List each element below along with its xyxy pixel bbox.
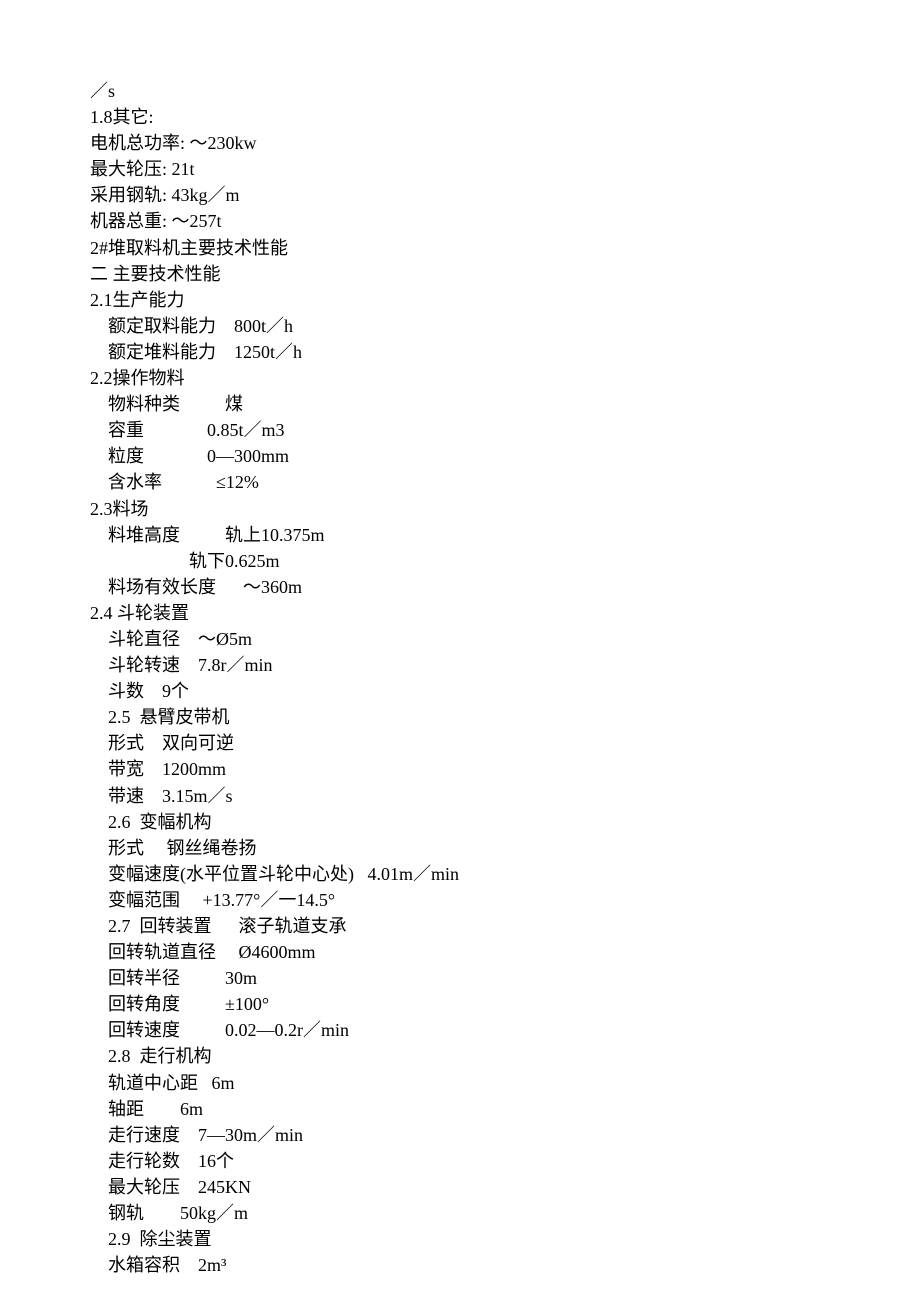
heading-2-6: 2.6 变幅机构 [90, 809, 920, 835]
spec-track-center-distance: 轨道中心距 6m [90, 1070, 920, 1096]
spec-pile-height-above: 料堆高度 轨上10.375m [90, 522, 920, 548]
heading-2-5: 2.5 悬臂皮带机 [90, 704, 920, 730]
spec-total-weight: 机器总重: ～257t [90, 208, 920, 234]
spec-travel-speed: 走行速度 7—30m／min [90, 1122, 920, 1148]
spec-belt-form: 形式 双向可逆 [90, 730, 920, 756]
heading-2-7: 2.7 回转装置 滚子轨道支承 [90, 913, 920, 939]
heading-machine-2: 2#堆取料机主要技术性能 [90, 235, 920, 261]
spec-slew-track-diameter: 回转轨道直径 Ø4600mm [90, 939, 920, 965]
spec-reclaim-capacity: 额定取料能力 800t／h [90, 313, 920, 339]
spec-bucket-count: 斗数 9个 [90, 678, 920, 704]
spec-luffing-form: 形式 钢丝绳卷扬 [90, 835, 920, 861]
spec-luffing-speed: 变幅速度(水平位置斗轮中心处) 4.01m／min [90, 861, 920, 887]
heading-1-8: 1.8其它: [90, 104, 920, 130]
spec-motor-power: 电机总功率: ～230kw [90, 130, 920, 156]
heading-2-3: 2.3料场 [90, 496, 920, 522]
heading-2-9: 2.9 除尘装置 [90, 1226, 920, 1252]
spec-max-wheel-load: 最大轮压 245KN [90, 1174, 920, 1200]
spec-grain-size: 粒度 0—300mm [90, 443, 920, 469]
spec-slew-radius: 回转半径 30m [90, 965, 920, 991]
spec-slew-angle: 回转角度 ±100° [90, 991, 920, 1017]
heading-2-1: 2.1生产能力 [90, 287, 920, 313]
heading-2-8: 2.8 走行机构 [90, 1043, 920, 1069]
spec-material-type: 物料种类 煤 [90, 391, 920, 417]
document-page: ／s 1.8其它: 电机总功率: ～230kw 最大轮压: 21t 采用钢轨: … [0, 0, 920, 1302]
spec-pile-height-below: 轨下0.625m [90, 548, 920, 574]
spec-wheelbase: 轴距 6m [90, 1096, 920, 1122]
text-line: ／s [90, 78, 920, 104]
spec-belt-width: 带宽 1200mm [90, 756, 920, 782]
spec-stack-capacity: 额定堆料能力 1250t／h [90, 339, 920, 365]
spec-moisture: 含水率 ≤12% [90, 469, 920, 495]
spec-rail-weight: 钢轨 50kg／m [90, 1200, 920, 1226]
spec-yard-length: 料场有效长度 ～360m [90, 574, 920, 600]
heading-2-2: 2.2操作物料 [90, 365, 920, 391]
heading-main-specs: 二 主要技术性能 [90, 261, 920, 287]
spec-wheel-speed: 斗轮转速 7.8r／min [90, 652, 920, 678]
spec-belt-speed: 带速 3.15m／s [90, 783, 920, 809]
spec-max-wheel-pressure: 最大轮压: 21t [90, 156, 920, 182]
spec-slew-speed: 回转速度 0.02—0.2r／min [90, 1017, 920, 1043]
spec-luffing-range: 变幅范围 +13.77°／一14.5° [90, 887, 920, 913]
spec-tank-volume: 水箱容积 2m³ [90, 1252, 920, 1278]
spec-rail: 采用钢轨: 43kg／m [90, 182, 920, 208]
spec-density: 容重 0.85t／m3 [90, 417, 920, 443]
heading-2-4: 2.4 斗轮装置 [90, 600, 920, 626]
spec-wheel-diameter: 斗轮直径 ～Ø5m [90, 626, 920, 652]
spec-travel-wheel-count: 走行轮数 16个 [90, 1148, 920, 1174]
